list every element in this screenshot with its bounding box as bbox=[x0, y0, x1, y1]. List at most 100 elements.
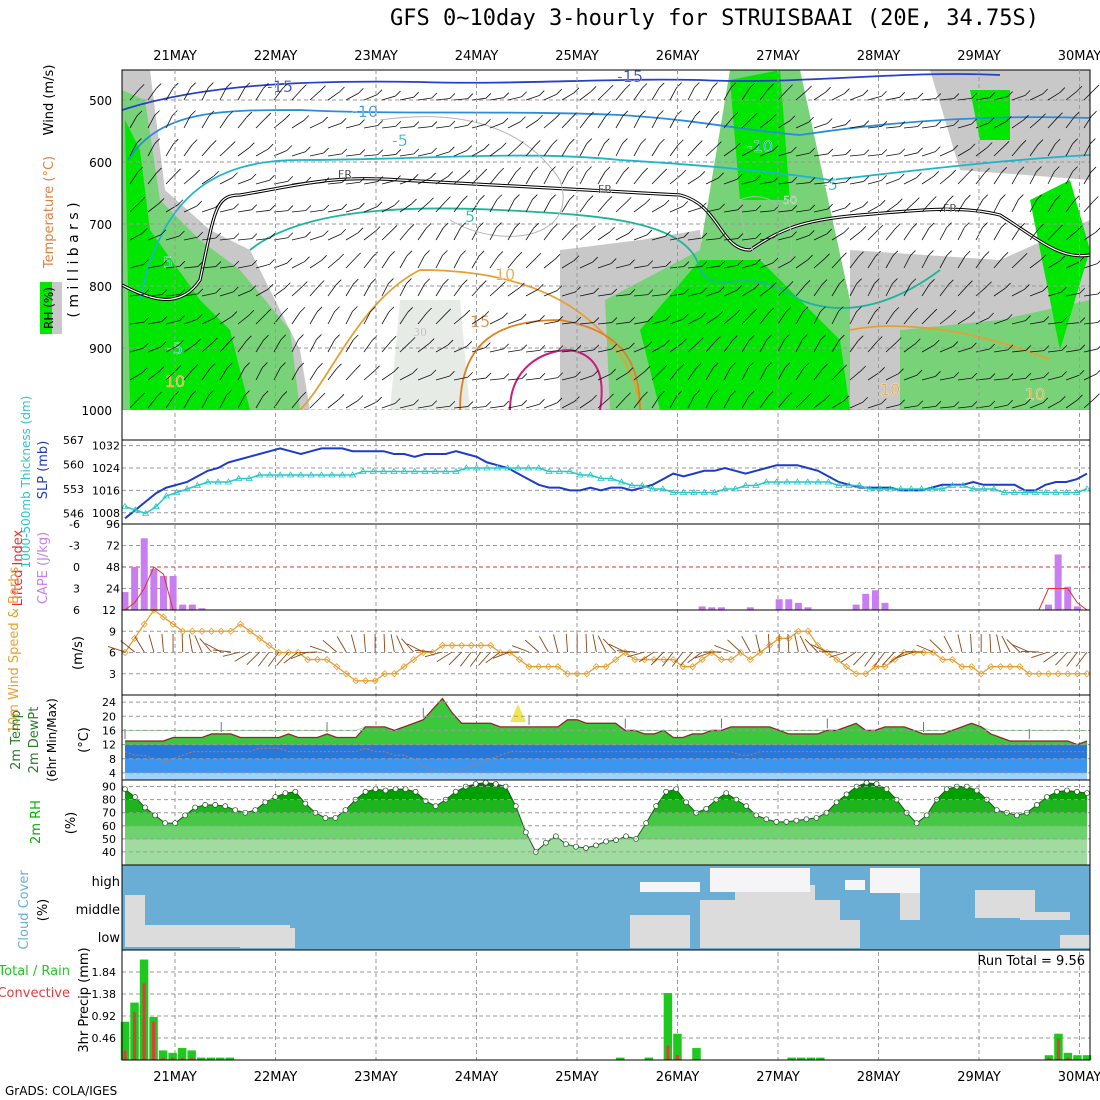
wind10-barb bbox=[1075, 651, 1088, 667]
wind-barb-flag bbox=[1061, 345, 1068, 351]
wind-barb-flag bbox=[568, 166, 574, 172]
wind-barb-flag bbox=[802, 306, 809, 313]
wind-barb bbox=[543, 93, 557, 101]
wind10-barb bbox=[929, 639, 944, 653]
wind-barb-flag bbox=[503, 373, 510, 379]
wind-barb-flag bbox=[766, 334, 773, 341]
li-ylabel: Lifted Index bbox=[11, 529, 26, 606]
wind-barb-flag bbox=[755, 258, 761, 265]
wind-barb-flag bbox=[269, 175, 275, 181]
wind-barb-flag bbox=[737, 204, 744, 211]
wind10-barb bbox=[485, 651, 501, 664]
wind-barb-flag bbox=[519, 282, 525, 289]
wind-barb bbox=[147, 294, 162, 297]
thickness-point bbox=[586, 471, 595, 478]
wind-barb-flag bbox=[305, 176, 312, 183]
wind-barb bbox=[1065, 230, 1078, 241]
wind-barb bbox=[741, 263, 756, 269]
precip-total-bar bbox=[225, 1057, 235, 1060]
wind-barb-flag bbox=[917, 92, 924, 99]
wind-barb bbox=[543, 350, 558, 353]
wind-barb-flag bbox=[809, 147, 815, 154]
cape-bar bbox=[717, 607, 725, 610]
wind-barb-flag bbox=[1024, 284, 1030, 290]
wind-barb bbox=[327, 398, 340, 409]
wind-barb-flag bbox=[894, 223, 901, 230]
wind-barb-flag bbox=[502, 312, 508, 319]
wind10-point bbox=[284, 648, 293, 657]
wind-barb bbox=[615, 372, 629, 381]
wind-barb bbox=[633, 234, 648, 241]
rh2m-point bbox=[322, 815, 329, 821]
wind-barb bbox=[525, 349, 540, 353]
wind10-barb bbox=[787, 633, 790, 653]
wind-barb-flag bbox=[244, 362, 250, 368]
temp-tick: 20 bbox=[102, 710, 116, 723]
thickness-point bbox=[566, 467, 574, 474]
wind-barb-flag bbox=[447, 339, 454, 346]
temp-ylabel: Temperature (°C) bbox=[42, 156, 57, 269]
wind-barb bbox=[921, 405, 936, 409]
wind-barb-flag bbox=[481, 280, 487, 286]
wind-barb bbox=[957, 377, 972, 381]
wind-barb-flag bbox=[208, 110, 215, 117]
wind-barb bbox=[849, 154, 864, 157]
wind-barb-flag bbox=[265, 112, 272, 119]
wind-barb-flag bbox=[478, 250, 485, 257]
thickness-point bbox=[731, 485, 740, 492]
contour-label: 30 bbox=[413, 326, 427, 339]
wind-barb bbox=[1083, 143, 1091, 157]
wind-barb-flag bbox=[967, 168, 973, 175]
wind-barb-flag bbox=[191, 139, 198, 145]
wind-barb bbox=[1029, 321, 1044, 325]
cloud-block bbox=[240, 928, 295, 948]
wind-barb-flag bbox=[989, 343, 995, 350]
wind-barb-flag bbox=[593, 287, 599, 294]
rh-band bbox=[125, 782, 1087, 814]
cape-bar bbox=[1064, 586, 1072, 610]
wind-barb bbox=[435, 125, 450, 129]
wind-barb bbox=[777, 367, 786, 381]
wind-barb-flag bbox=[503, 92, 510, 98]
wind-barb bbox=[579, 200, 589, 213]
wind-barb bbox=[345, 257, 356, 269]
thickness-point bbox=[1052, 488, 1060, 495]
wind10-point bbox=[958, 663, 966, 671]
wind10-barb bbox=[436, 651, 453, 663]
rh2m-point bbox=[372, 786, 379, 793]
thickness-point bbox=[504, 464, 512, 471]
wind-barb-flag bbox=[984, 167, 990, 174]
wind10-point bbox=[814, 641, 822, 649]
wind-barb bbox=[183, 205, 197, 213]
wind-barb-flag bbox=[678, 139, 684, 146]
wind-barb bbox=[705, 177, 719, 185]
wind10-barb bbox=[818, 650, 837, 653]
wind-barb-flag bbox=[755, 232, 762, 239]
wind-barb-flag bbox=[845, 119, 851, 125]
thickness-point bbox=[835, 481, 843, 488]
wind-barb bbox=[849, 311, 857, 325]
wind10-point bbox=[640, 656, 649, 664]
wind-barb-flag bbox=[971, 118, 977, 125]
wind-barb-flag bbox=[341, 203, 347, 210]
wind-barb bbox=[543, 321, 558, 325]
wind-barb bbox=[543, 199, 552, 213]
wind-barb-flag bbox=[935, 371, 941, 377]
contour-plus10 bbox=[299, 269, 641, 411]
rh2m-point bbox=[813, 815, 820, 821]
wind10-barb bbox=[597, 635, 607, 653]
wind-barb bbox=[615, 264, 630, 269]
wind-barb-flag bbox=[393, 366, 399, 373]
wind-barb bbox=[723, 87, 732, 101]
cape-bar bbox=[871, 590, 879, 610]
thickness-point bbox=[369, 467, 377, 474]
wind-barb bbox=[687, 87, 695, 101]
wind-barb bbox=[651, 265, 666, 269]
wind-barb bbox=[417, 405, 432, 409]
thickness-point bbox=[1010, 488, 1019, 495]
rh2m-point bbox=[563, 841, 569, 847]
thickness-point bbox=[276, 471, 284, 478]
thickness-point bbox=[1062, 488, 1071, 495]
pressure-tick-label: 800 bbox=[89, 280, 112, 294]
wind-barb bbox=[525, 119, 538, 129]
